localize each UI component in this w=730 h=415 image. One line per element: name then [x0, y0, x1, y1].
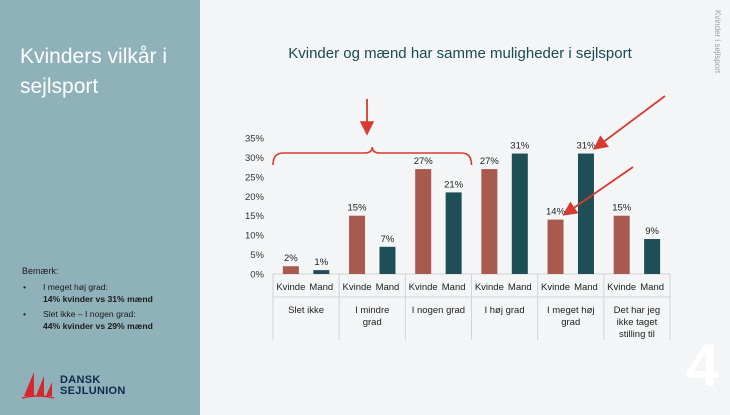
chart-title: Kvinder og mænd har samme muligheder i s… [288, 45, 632, 62]
category-label: I mindre grad [355, 305, 389, 328]
axis-layer: 0% 5% 10% 15% 20% 25% 30% 35% [245, 134, 671, 340]
y-tick-label: 0% [250, 270, 264, 281]
bar-mand [511, 153, 528, 274]
bar-kvinde [349, 215, 366, 274]
bullet-icon: • [23, 282, 27, 292]
note-heading: Bemærk: [22, 266, 59, 276]
data-label: 31% [510, 141, 530, 152]
sail-icon [21, 372, 55, 399]
sub-category-label: Kvinde [343, 282, 372, 293]
bar-kvinde [481, 169, 498, 274]
category-label: I høj grad [485, 305, 525, 316]
y-tick-label: 30% [245, 153, 265, 164]
note-item-text: Slet ikke – I nogen grad: [43, 309, 136, 319]
category-label: Det har jeg ikke taget stilling til [614, 305, 660, 340]
sub-category-label: Mand [640, 282, 664, 293]
annotation-arrow [562, 166, 634, 216]
bar-kvinde [415, 169, 432, 274]
data-label: 27% [480, 156, 500, 167]
bar-mand [445, 192, 462, 274]
bar-mand [313, 270, 330, 274]
dansk-sejlunion-logo: DANSK SEJLUNION [20, 366, 170, 402]
sub-category-label: Kvinde [607, 282, 636, 293]
sub-category-label: Mand [309, 282, 333, 293]
y-tick-label: 20% [245, 192, 265, 203]
sub-category-label: Mand [376, 282, 400, 293]
y-tick-label: 35% [245, 134, 265, 145]
sub-category-label: Kvinde [475, 282, 504, 293]
category-label: I meget høj grad [547, 305, 595, 328]
y-tick-label: 25% [245, 172, 265, 183]
data-label: 27% [414, 156, 434, 167]
sub-category-label: Kvinde [541, 282, 570, 293]
note-item-bold: 44% kvinder vs 29% mænd [43, 320, 153, 331]
vertical-section-label: Kvinder i sejlsport [713, 10, 722, 74]
y-tick-label: 10% [245, 231, 265, 242]
note-item: • Slet ikke – I nogen grad: 44% kvinder … [22, 309, 197, 332]
sub-category-label: Mand [574, 282, 598, 293]
sub-category-label: Mand [508, 282, 532, 293]
annotation-brace [272, 146, 473, 166]
logo-text: DANSK SEJLUNION [60, 375, 126, 397]
annotation-arrow [593, 95, 666, 150]
data-label: 31% [576, 141, 596, 152]
bar-mand [379, 246, 396, 274]
slide-title: Kvinders vilkår i sejlsport [20, 45, 168, 98]
data-label: 1% [314, 257, 328, 268]
bar-layer [282, 153, 661, 274]
note-list: • I meget høj grad: 14% kvinder vs 31% m… [22, 282, 197, 336]
logo-line-2: SEJLUNION [60, 385, 126, 397]
annotation-layer [272, 95, 666, 216]
bar-kvinde [547, 219, 564, 274]
data-label: 2% [284, 253, 298, 264]
sidebar-panel [0, 0, 200, 415]
data-label: 15% [612, 203, 632, 214]
data-label: 7% [381, 234, 395, 245]
bullet-icon: • [23, 309, 27, 319]
category-label: Slet ikke [288, 305, 324, 316]
sub-category-label: Mand [442, 282, 466, 293]
bar-mand [644, 239, 661, 274]
bar-kvinde [282, 266, 299, 274]
sub-category-label: Kvinde [409, 282, 438, 293]
note-item-bold: 14% kvinder vs 31% mænd [43, 293, 153, 304]
y-tick-label: 15% [245, 211, 265, 222]
note-item-text: I meget høj grad: [43, 282, 108, 292]
page-number: 4 [686, 332, 720, 399]
category-label: I nogen grad [412, 305, 465, 316]
bar-kvinde [613, 215, 630, 274]
y-tick-label: 5% [250, 250, 264, 261]
bar-mand [577, 153, 594, 274]
label-layer: 2% Kvinde 1% Mand Slet ikke 15% Kvinde 7% Mand I … [276, 141, 664, 340]
logo-line-1: DANSK [60, 374, 101, 386]
data-label: 9% [645, 226, 659, 237]
data-label: 15% [348, 203, 368, 214]
data-label: 21% [444, 179, 464, 190]
note-item: • I meget høj grad: 14% kvinder vs 31% m… [22, 282, 197, 305]
data-label: 14% [546, 207, 566, 218]
sub-category-label: Kvinde [276, 282, 305, 293]
